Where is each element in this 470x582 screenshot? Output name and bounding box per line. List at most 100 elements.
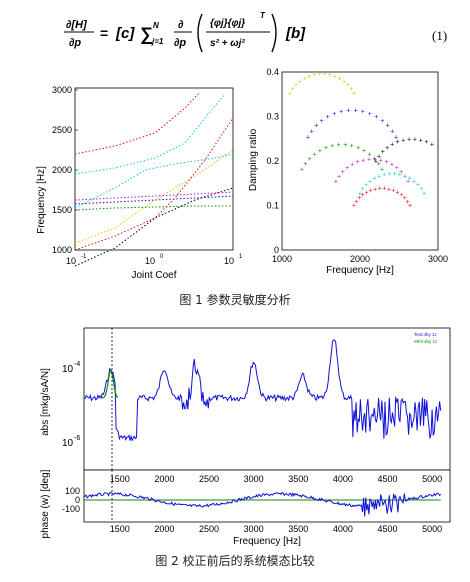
figure-1-right-plot: ++++ + + + + + + + + +++++++++ + + + + + + ++++++++++ + + +… (248, 67, 448, 276)
magnitude-ylabel: abs [mkg/sA/N] (40, 368, 51, 436)
left-plot-xlabel: Joint Coef (131, 270, 176, 281)
damping-point: + (380, 167, 384, 174)
damping-point: + (406, 199, 410, 206)
damping-point: + (346, 108, 350, 115)
damping-point: + (395, 139, 399, 146)
damping-point: + (339, 109, 343, 116)
eq-left-paren (197, 13, 203, 53)
damping-point: + (356, 145, 360, 152)
phase-ylabel: phase (w) [deg] (40, 469, 51, 538)
damping-point: + (307, 156, 311, 163)
damping-point: + (419, 137, 423, 144)
damping-point: + (333, 73, 337, 80)
damping-point: + (393, 171, 397, 178)
damping-point: + (368, 111, 372, 118)
damping-point: + (408, 176, 412, 183)
damping-point: + (369, 188, 373, 195)
legend-fit: MFit:4by 1z (414, 339, 438, 344)
phase-xtick: 1500 (110, 524, 130, 534)
damping-point: + (380, 118, 384, 125)
figure-1-plots: 1000 1500 2000 2500 3000 10 -1 10 0 10 1 Frequenc… (36, 67, 448, 281)
right-plot-points: ++++ + + + + + + + + +++++++++ + + + + + + ++++++++++ + + +… (288, 71, 434, 210)
damping-point: + (362, 148, 366, 155)
damping-point: + (390, 128, 394, 135)
left-mode-curve (74, 149, 234, 244)
left-mode-curve (74, 153, 234, 209)
phase-ytick-0: 0 (75, 495, 80, 505)
phase-xtick: 3000 (244, 524, 264, 534)
right-xtick: 3000 (428, 254, 448, 264)
damping-point: + (372, 156, 376, 163)
damping-point: + (386, 123, 390, 130)
damping-point: + (430, 142, 434, 149)
eq-c-matrix: [c] (115, 25, 135, 42)
right-plot-frame (281, 71, 439, 251)
phase-top-xtick: 4000 (333, 474, 353, 484)
damping-point: + (342, 79, 346, 86)
left-plot-frame (74, 87, 234, 251)
damping-point: + (385, 145, 389, 152)
phase-top-xtick: 2000 (154, 474, 174, 484)
damping-point: + (320, 118, 324, 125)
eq-sum-bottom: j=1 (151, 37, 164, 46)
damping-point: + (349, 86, 353, 93)
damping-point: + (419, 186, 423, 193)
left-ytick: 2000 (52, 165, 72, 175)
damping-point: + (337, 142, 341, 149)
damping-point: + (381, 149, 385, 156)
damping-point: + (398, 172, 402, 179)
damping-point: + (302, 76, 306, 83)
damping-point: + (374, 159, 378, 166)
phase-xtick: 2500 (199, 524, 219, 534)
left-mode-curve (74, 187, 234, 267)
right-ytick: 0.2 (266, 156, 279, 166)
damping-point: + (288, 91, 292, 98)
phase-top-xtick: 5000 (422, 474, 442, 484)
phase-xtick: 4500 (377, 524, 397, 534)
eq-mode-transpose: T (260, 11, 266, 20)
right-plot-ylabel: Damping ratio (248, 128, 259, 191)
phase-xtick: 4000 (333, 524, 353, 534)
damping-point: + (317, 71, 321, 78)
figure-2-caption: 图 2 校正前后的系统模态比较 (155, 554, 315, 568)
eq-b-matrix: [b] (285, 25, 306, 42)
damping-point: + (373, 186, 377, 193)
eq-sum-top: N (153, 21, 159, 30)
damping-point: + (399, 169, 403, 176)
damping-point: + (310, 128, 314, 135)
damping-point: + (300, 167, 304, 174)
damping-point: + (345, 165, 349, 172)
damping-point: + (367, 157, 371, 164)
eq-mode-denominator: s² + ωj² (210, 38, 245, 49)
damping-point: + (416, 182, 420, 189)
left-xtick-exp: 0 (160, 254, 164, 260)
left-xtick-exp: -1 (81, 254, 87, 260)
magnitude-legend: Test:4by 1z MFit:4by 1z (414, 332, 438, 344)
phase-ytick-100: 100 (65, 486, 80, 496)
mag-ytick-base-1: 10 (62, 364, 74, 375)
damping-point: + (328, 72, 332, 79)
eq-d-numerator: ∂ (178, 19, 184, 31)
damping-point: + (387, 171, 391, 178)
damping-point: + (354, 199, 358, 206)
damping-point: + (314, 123, 318, 130)
phase-top-xticks: 1500 2000 2500 3000 3500 4000 4500 5000 (110, 474, 442, 484)
phase-top-xtick: 3500 (288, 474, 308, 484)
damping-point: + (377, 161, 381, 168)
mag-ytick-base-2: 10 (62, 438, 74, 449)
left-ytick: 1500 (52, 205, 72, 215)
left-mode-curve (74, 93, 226, 175)
damping-point: + (403, 173, 407, 180)
mag-ytick-exp-2: -6 (74, 435, 80, 442)
damping-point: + (368, 179, 372, 186)
eq-d-denominator: ∂p (174, 37, 186, 49)
damping-point: + (390, 162, 394, 169)
damping-point: + (395, 190, 399, 197)
damping-point: + (407, 137, 411, 144)
eq-lhs-numerator: ∂[H] (66, 19, 87, 31)
mag-ytick-exp-1: -4 (74, 361, 80, 368)
phase-top-xtick: 3000 (244, 474, 264, 484)
damping-point: + (401, 137, 405, 144)
damping-point: + (306, 135, 310, 142)
damping-point: + (403, 174, 407, 181)
